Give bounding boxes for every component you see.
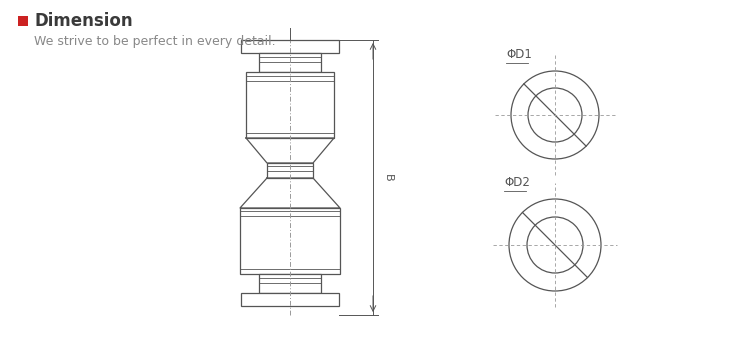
- Text: ΦD2: ΦD2: [504, 176, 530, 189]
- Text: We strive to be perfect in every detail.: We strive to be perfect in every detail.: [34, 35, 276, 48]
- Bar: [241, 293, 339, 306]
- Bar: [259, 53, 321, 72]
- Bar: [241, 40, 339, 53]
- Bar: [267, 163, 313, 178]
- Bar: [18, 16, 28, 26]
- Bar: [259, 274, 321, 293]
- Bar: [240, 208, 340, 274]
- Text: ΦD1: ΦD1: [506, 48, 532, 61]
- Text: B: B: [383, 174, 393, 181]
- Text: Dimension: Dimension: [34, 12, 133, 30]
- Bar: [246, 72, 334, 138]
